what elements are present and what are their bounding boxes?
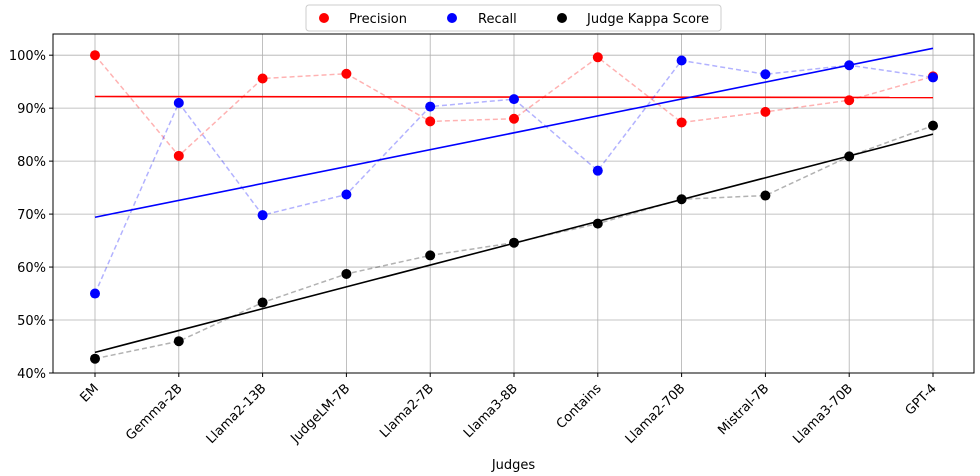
precision-point-llama3-8b: [509, 113, 519, 124]
recall-point-gpt-4: [928, 72, 938, 83]
judge-kappa-score-point-gemma-2b: [173, 336, 184, 347]
recall-point-em: [90, 288, 100, 299]
precision-point-em: [90, 50, 100, 61]
legend-label-precision: Precision: [349, 12, 407, 27]
recall-point-mistral-7b: [760, 69, 771, 80]
judge-kappa-score-point-llama2-13b: [257, 297, 268, 308]
y-axis-ticks: 40% 50% 60% 70% 80% 90% 100%: [9, 49, 53, 382]
x-tick-label-llama2-7b: Llama2-7B: [377, 381, 437, 441]
x-tick-label-gpt-4: GPT-4: [903, 381, 940, 418]
recall-point-llama3-8b: [509, 94, 519, 105]
precision-point-llama3-70b: [844, 95, 855, 106]
judge-kappa-score-point-contains: [592, 218, 603, 229]
x-axis-label: Judges: [491, 458, 536, 473]
plot-frame: [52, 33, 975, 374]
precision-point-judgelm-7b: [341, 68, 352, 79]
judge-kappa-score-point-gpt-4: [928, 120, 938, 131]
x-tick-label-contains: Contains: [554, 381, 605, 432]
y-tick-label: 50%: [17, 314, 46, 329]
data-points: [90, 50, 938, 364]
y-tick-label: 40%: [17, 367, 46, 382]
x-tick-label-em: EM: [77, 381, 101, 405]
judge-kappa-score-point-llama3-8b: [509, 237, 519, 248]
y-tick-label: 70%: [17, 208, 46, 223]
y-tick-label: 60%: [17, 261, 46, 276]
recall-point-llama2-13b: [257, 210, 268, 221]
y-tick-label: 100%: [9, 49, 46, 64]
recall-point-llama3-70b: [844, 60, 855, 71]
recall-point-judgelm-7b: [341, 189, 352, 200]
recall-point-llama2-70b: [676, 55, 687, 66]
legend-marker-precision: [319, 13, 329, 23]
x-tick-label-mistral-7b: Mistral-7B: [715, 381, 772, 438]
x-tick-label-llama2-70b: Llama2-70B: [623, 381, 689, 447]
precision-point-mistral-7b: [760, 106, 771, 117]
precision-point-llama2-70b: [676, 117, 687, 128]
x-tick-label-llama3-70b: Llama3-70B: [790, 381, 856, 447]
y-tick-label: 80%: [17, 155, 46, 170]
judge-kappa-score-point-judgelm-7b: [341, 268, 352, 279]
x-tick-label-llama2-13b: Llama2-13B: [204, 381, 270, 447]
judge-kappa-score-point-em: [90, 353, 100, 364]
grid-lines: [53, 34, 974, 374]
legend-label-recall: Recall: [478, 12, 517, 27]
legend-marker-recall: [447, 13, 457, 23]
recall-point-llama2-7b: [425, 101, 436, 112]
judge-kappa-score-point-mistral-7b: [760, 190, 771, 201]
legend: Precision Recall Judge Kappa Score: [305, 4, 722, 32]
judge-kappa-score-point-llama2-7b: [425, 250, 436, 261]
x-tick-label-llama3-8b: Llama3-8B: [461, 381, 521, 441]
judge-kappa-score-connector-line: [94, 124, 934, 360]
precision-point-llama2-13b: [257, 73, 268, 84]
x-tick-label-judgelm-7b: JudgeLM-7B: [288, 381, 354, 447]
y-tick-label: 90%: [17, 102, 46, 117]
precision-point-llama2-7b: [425, 116, 436, 127]
recall-trend-line: [94, 47, 934, 219]
precision-point-contains: [592, 52, 603, 63]
x-tick-label-gemma-2b: Gemma-2B: [123, 381, 185, 443]
precision-point-gemma-2b: [173, 150, 184, 161]
judge-kappa-score-point-llama3-70b: [844, 151, 855, 162]
judge-kappa-score-point-llama2-70b: [676, 194, 687, 205]
x-axis-ticks: EM Gemma-2B Llama2-13B JudgeLM-7B Llama2-7B L…: [77, 373, 940, 447]
recall-point-gemma-2b: [173, 97, 184, 108]
legend-box: [305, 4, 722, 32]
legend-marker-judge-kappa-score: [557, 13, 567, 23]
recall-point-contains: [592, 165, 603, 176]
legend-label-judge-kappa-score: Judge Kappa Score: [586, 12, 709, 27]
